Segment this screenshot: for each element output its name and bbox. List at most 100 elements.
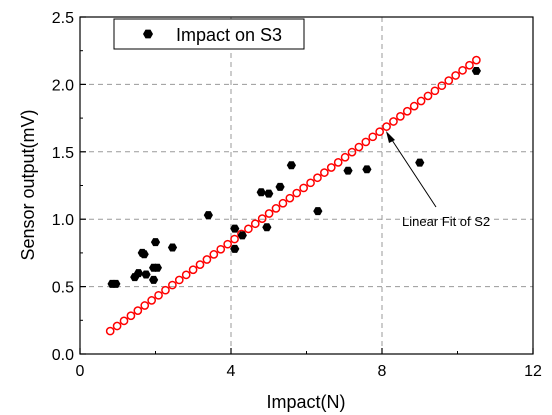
data-point: [230, 244, 240, 253]
fit-point: [154, 290, 163, 300]
y-tick-label: 0.0: [52, 347, 74, 364]
fit-point: [244, 224, 253, 234]
data-point: [141, 270, 151, 279]
x-tick-label: 0: [76, 363, 85, 380]
fit-point: [320, 168, 329, 177]
fit-point: [202, 255, 212, 264]
data-point: [133, 269, 144, 278]
annotation: Linear Fit of S2: [386, 131, 490, 229]
fit-point: [195, 260, 205, 269]
data-point: [256, 188, 266, 197]
fit-point: [368, 132, 378, 142]
fit-point: [416, 96, 426, 106]
fit-point: [181, 270, 191, 280]
fit-point: [257, 214, 267, 223]
fit-point: [168, 280, 177, 290]
fit-point: [375, 127, 384, 137]
data-point: [152, 263, 162, 272]
fit-point: [174, 275, 184, 285]
x-tick-label: 4: [227, 363, 236, 380]
y-axis-title: Sensor output(mV): [18, 109, 38, 260]
fit-point: [430, 86, 440, 96]
fit-point: [223, 239, 233, 249]
fit-point: [465, 60, 474, 70]
annotation-label: Linear Fit of S2: [402, 214, 490, 229]
fit-point: [140, 301, 150, 310]
data-point: [111, 279, 121, 288]
data-point: [139, 250, 149, 259]
data-point: [415, 158, 425, 167]
x-tick-label: 8: [378, 363, 387, 380]
fit-point: [271, 204, 281, 213]
data-point: [262, 223, 272, 232]
data-point: [167, 243, 178, 252]
x-axis: 0 4 8 12: [76, 348, 542, 380]
data-point: [230, 224, 240, 233]
x-tick-label: 12: [524, 363, 542, 380]
data-point: [286, 161, 296, 170]
fit-point: [250, 219, 260, 229]
data-point: [150, 238, 161, 247]
legend: Impact on S3: [113, 18, 305, 50]
y-tick-label: 1.5: [52, 145, 74, 162]
fit-point: [409, 101, 419, 111]
fit-point: [340, 152, 350, 162]
data-point: [471, 66, 481, 75]
fit-point: [119, 316, 129, 326]
fit-point: [437, 81, 447, 91]
data-point: [343, 166, 353, 175]
impact-series: [107, 66, 481, 288]
y-tick-label: 0.5: [52, 280, 74, 297]
data-point: [362, 165, 372, 174]
fit-point: [292, 188, 302, 198]
fit-point: [285, 193, 295, 203]
data-point: [313, 207, 323, 216]
fit-point: [423, 91, 433, 101]
data-point: [264, 189, 274, 198]
fit-point: [299, 183, 309, 193]
fit-point: [147, 296, 157, 305]
data-point: [275, 182, 285, 191]
fit-point: [188, 265, 198, 275]
linear-fit-series: [105, 55, 481, 336]
data-point: [149, 275, 159, 284]
y-tick-label: 2.0: [52, 77, 74, 94]
fit-point: [361, 137, 371, 147]
annotation-arrow-line: [389, 136, 437, 208]
fit-point: [382, 122, 391, 131]
fit-point: [126, 311, 136, 321]
fit-point: [133, 306, 143, 315]
x-axis-title: Impact(N): [266, 392, 345, 412]
legend-marker-hexagon: [143, 29, 153, 39]
fit-point: [264, 209, 274, 218]
fit-point: [354, 142, 364, 152]
fit-point: [326, 163, 336, 172]
fit-point: [209, 250, 219, 259]
fit-point: [306, 178, 315, 188]
fit-point: [161, 285, 170, 295]
fit-point: [402, 106, 412, 116]
fit-point: [444, 76, 454, 85]
fit-point: [105, 326, 115, 336]
grid-lines: [80, 17, 533, 354]
fit-point: [347, 147, 357, 157]
annotation-arrowhead: [386, 131, 395, 143]
fit-point: [230, 234, 239, 244]
fit-point: [472, 55, 481, 65]
fit-point: [389, 117, 398, 126]
y-tick-label: 1.0: [52, 212, 74, 229]
fit-point: [396, 112, 405, 121]
fit-point: [313, 173, 322, 183]
data-point: [237, 231, 247, 240]
y-axis: 0.0 0.5 1.0 1.5 2.0 2.5: [52, 10, 86, 364]
y-tick-label: 2.5: [52, 10, 74, 27]
fit-point: [451, 71, 460, 80]
fit-point: [112, 321, 122, 331]
fit-point: [333, 158, 343, 167]
fit-point: [458, 66, 467, 75]
fit-point: [278, 198, 288, 208]
fit-point: [216, 244, 226, 254]
legend-label: Impact on S3: [176, 25, 282, 45]
data-point: [203, 211, 213, 220]
